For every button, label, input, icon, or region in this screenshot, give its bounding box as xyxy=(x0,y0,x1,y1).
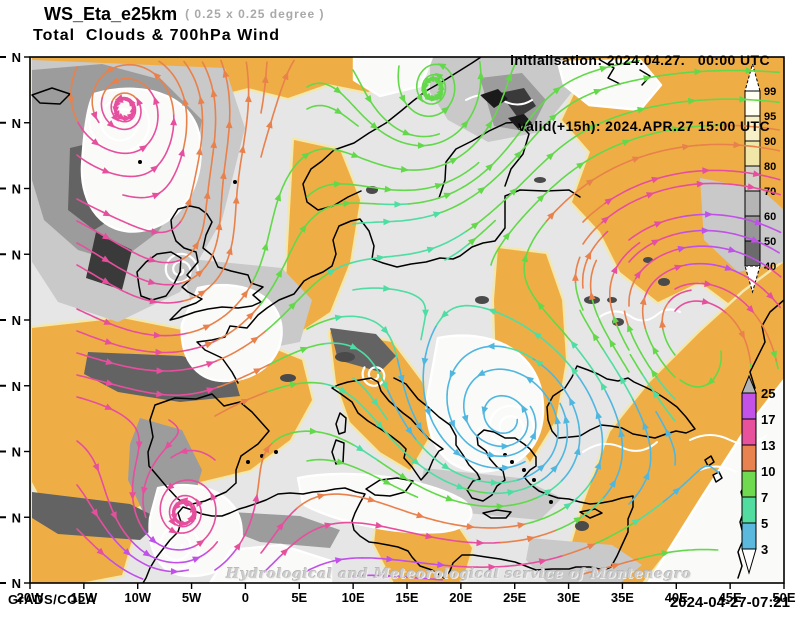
wind-legend-label: 13 xyxy=(761,438,775,453)
y-tick-label: N xyxy=(12,445,21,460)
run-info: initialisation: 2024.04.27. 00:00 UTC va… xyxy=(510,5,770,159)
y-tick-label: N xyxy=(12,576,21,591)
y-tick-label: N xyxy=(12,182,21,197)
x-tick-label: 10W xyxy=(124,590,151,605)
x-tick-label: 15W xyxy=(70,590,97,605)
x-tick-label: 20W xyxy=(17,590,44,605)
y-tick-label: N xyxy=(12,313,21,328)
y-tick-label: N xyxy=(12,116,21,131)
y-tick-label: N xyxy=(12,247,21,262)
valid-time-line: valid(+15h): 2024.APR.27 15:00 UTC xyxy=(517,118,770,134)
cloud-legend-label: 90 xyxy=(764,136,776,148)
x-tick-label: 50E xyxy=(772,590,795,605)
cloud-legend-label: 99 xyxy=(764,86,776,98)
y-tick-label: N xyxy=(12,379,21,394)
page-title: WS_Eta_e25km xyxy=(44,4,178,24)
x-tick-label: 5E xyxy=(291,590,307,605)
y-tick-label: N xyxy=(12,50,21,65)
watermark: Hydrological and Meteorological service … xyxy=(226,566,692,582)
wind-legend-label: 17 xyxy=(761,412,775,427)
x-tick-label: 15E xyxy=(395,590,418,605)
coastlines xyxy=(31,56,785,584)
cloud-legend-label: 95 xyxy=(764,111,776,123)
resolution-label: ( 0.25 x 0.25 degree ) xyxy=(185,7,325,21)
wind-legend-label: 5 xyxy=(761,516,768,531)
x-tick-label: 40E xyxy=(665,590,688,605)
x-tick-label: 0 xyxy=(242,590,249,605)
wind-legend-label: 3 xyxy=(761,542,768,557)
y-tick-label: N xyxy=(12,510,21,525)
cloud-legend-label: 80 xyxy=(764,161,776,173)
x-tick-label: 20E xyxy=(449,590,472,605)
page-title-line: WS_Eta_e25km ( 0.25 x 0.25 degree ) xyxy=(44,4,324,25)
init-time-line: initialisation: 2024.04.27. 00:00 UTC xyxy=(510,52,770,68)
x-tick-label: 30E xyxy=(557,590,580,605)
x-tick-label: 25E xyxy=(503,590,526,605)
wind-streamlines xyxy=(67,59,782,581)
product-title: Total Clouds & 700hPa Wind xyxy=(33,27,281,44)
generation-timestamp: 2024-04-27-07:21 xyxy=(669,594,790,611)
wind-legend-label: 25 xyxy=(761,386,775,401)
wind-legend-label: 10 xyxy=(761,464,775,479)
x-tick-label: 5W xyxy=(182,590,202,605)
cloud-legend-label: 60 xyxy=(764,211,776,223)
wind-legend-label: 7 xyxy=(761,490,768,505)
x-tick-label: 35E xyxy=(611,590,634,605)
x-tick-label: 45E xyxy=(719,590,742,605)
wind-speed-legend: 25 17 13 10 7 5 3 xyxy=(741,374,775,575)
x-tick-label: 10E xyxy=(342,590,365,605)
grads-credit: GrADS/COLA xyxy=(8,592,97,607)
cloud-legend-label: 50 xyxy=(764,236,776,248)
